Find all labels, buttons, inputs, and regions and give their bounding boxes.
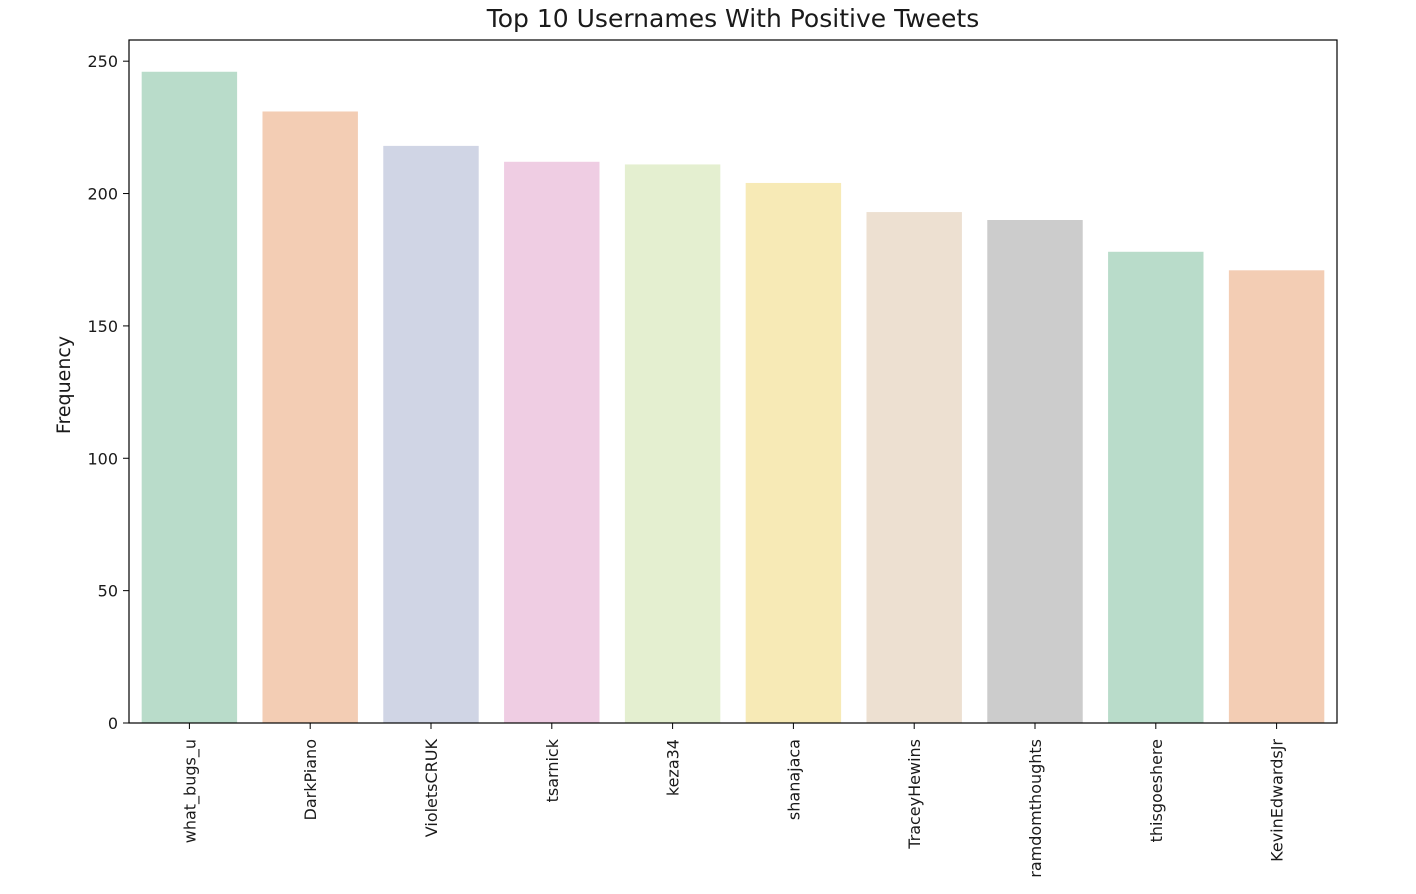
x-tick-label: ramdomthoughts: [1026, 739, 1045, 878]
x-tick-label: TraceyHewins: [905, 739, 924, 850]
y-tick-label: 200: [87, 185, 118, 204]
y-axis-label: Frequency: [53, 336, 75, 434]
x-tick-label: tsarnick: [543, 738, 562, 802]
ticks-layer: what_bugs_u DarkPiano VioletsCRUK tsarnick k…: [87, 52, 1286, 878]
x-tick-label: keza34: [664, 739, 683, 796]
bar-what_bugs_u: [141, 71, 238, 723]
bar-VioletsCRUK: [383, 145, 479, 723]
x-tick-label: KevinEdwardsJr: [1268, 739, 1287, 862]
y-tick-label: 250: [87, 52, 118, 71]
x-tick-label: thisgoeshere: [1147, 739, 1166, 842]
bar-tsarnick: [504, 161, 600, 723]
plot-frame: [128, 39, 1338, 724]
x-tick-label: VioletsCRUK: [422, 738, 441, 837]
bar-keza34: [624, 164, 721, 724]
bars-layer: [141, 71, 1325, 724]
y-tick-label: 50: [98, 582, 118, 601]
x-tick-label: DarkPiano: [301, 739, 320, 820]
bar-DarkPiano: [262, 111, 358, 724]
bar-shanajaca: [745, 182, 842, 723]
x-tick-label: what_bugs_u: [180, 739, 200, 843]
y-tick-label: 0: [108, 714, 118, 733]
bar-KevinEdwardsJr: [1228, 270, 1325, 723]
bar-ramdomthoughts: [987, 220, 1083, 723]
chart-title: Top 10 Usernames With Positive Tweets: [486, 4, 980, 33]
y-tick-label: 100: [87, 449, 118, 468]
x-tick-label: shanajaca: [784, 739, 803, 820]
bar-thisgoeshere: [1108, 251, 1204, 723]
y-tick-label: 150: [87, 317, 118, 336]
bar-TraceyHewins: [866, 212, 962, 723]
